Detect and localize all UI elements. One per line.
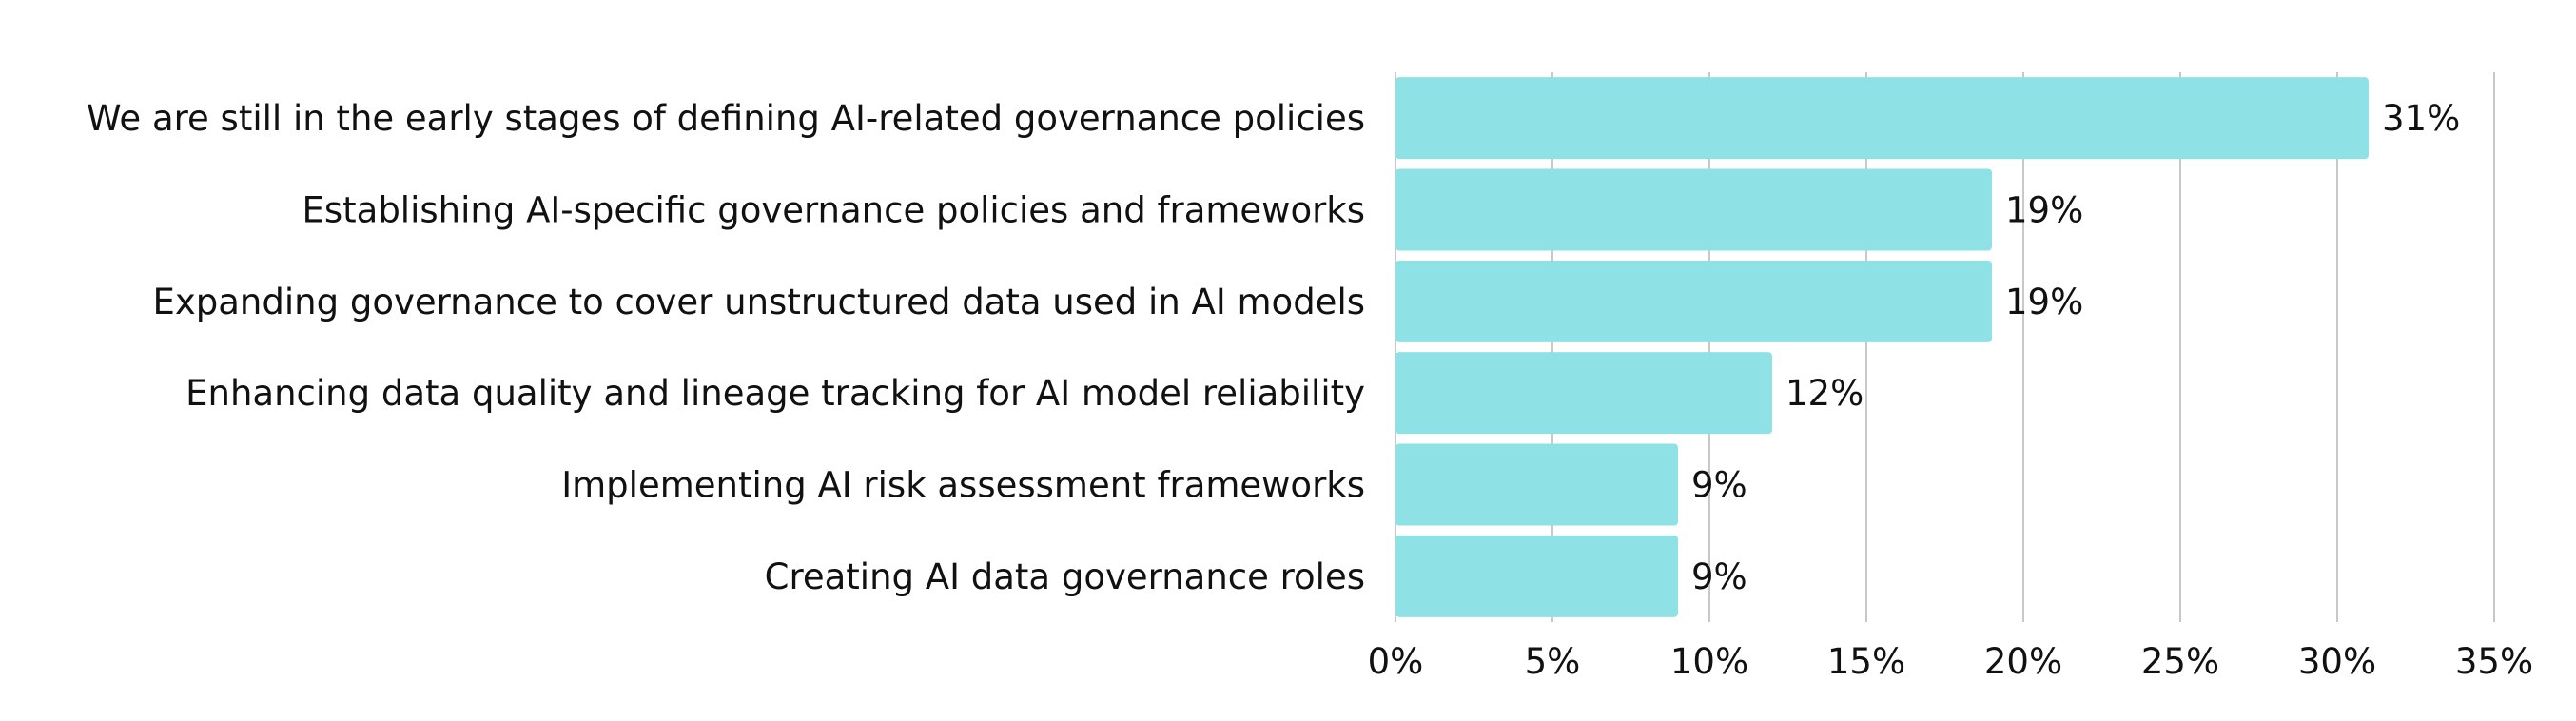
x-tick-label: 20% [1984,641,2062,682]
value-label: 31% [2382,98,2460,139]
gridlines [1395,72,2495,622]
value-label: 19% [2005,190,2083,231]
bars [1395,77,2369,617]
x-axis-tick-labels: 0% 5% 10% 15% 20% 25% 30% 35% [1368,641,2533,682]
x-tick-label: 25% [2141,641,2219,682]
bar [1395,77,2369,160]
category-label: Enhancing data quality and lineage track… [185,373,1365,414]
x-tick-label: 35% [2455,641,2533,682]
value-labels: 31% 19% 19% 12% 9% 9% [1691,98,2460,597]
bar [1395,443,1678,526]
bar [1395,535,1678,617]
x-tick-label: 10% [1670,641,1748,682]
bar [1395,260,1992,342]
value-label: 19% [2005,282,2083,322]
x-tick-label: 0% [1368,641,1424,682]
x-tick-label: 15% [1827,641,1905,682]
category-label: Creating AI data governance roles [765,556,1365,597]
bar [1395,168,1992,251]
bar [1395,352,1772,435]
category-labels: We are still in the early stages of defi… [87,98,1365,597]
category-label: Establishing AI-specific governance poli… [302,190,1365,231]
value-label: 9% [1691,465,1747,506]
category-label: Expanding governance to cover unstructur… [152,282,1365,322]
x-tick-label: 5% [1525,641,1581,682]
x-tick-label: 30% [2298,641,2376,682]
category-label: We are still in the early stages of defi… [87,98,1365,139]
category-label: Implementing AI risk assessment framewor… [561,465,1365,506]
value-label: 9% [1691,556,1747,597]
value-label: 12% [1786,373,1864,414]
